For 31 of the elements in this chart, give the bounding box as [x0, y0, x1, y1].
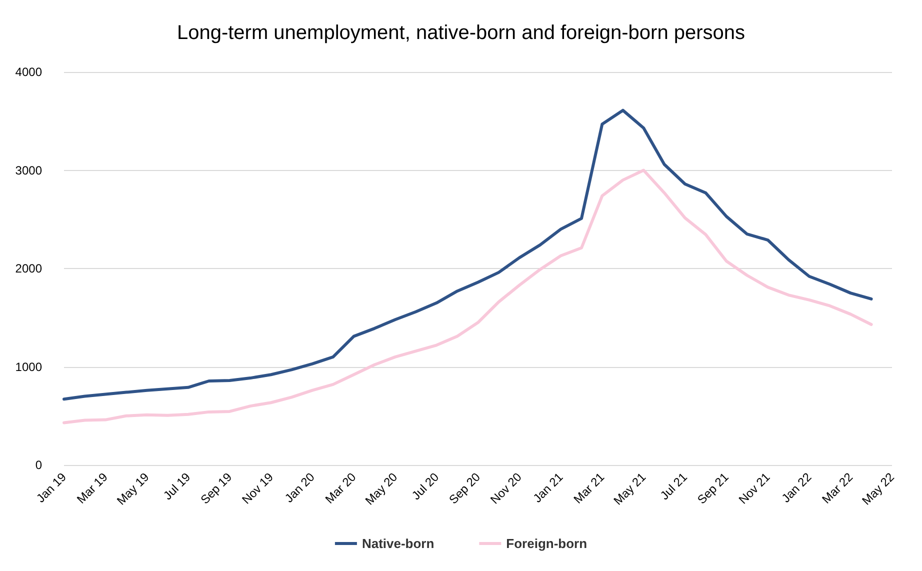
y-tick-label: 4000 — [15, 65, 42, 79]
legend-label: Native-born — [362, 536, 434, 551]
x-tick-label: May 19 — [114, 470, 152, 508]
x-tick-label: Jul 19 — [160, 470, 194, 503]
x-tick-label: May 20 — [362, 470, 400, 508]
x-tick-label: Sep 19 — [198, 470, 235, 507]
line-series — [62, 168, 873, 424]
line-series — [62, 108, 873, 401]
x-tick-label: Mar 20 — [322, 470, 359, 506]
x-tick-label: Mar 22 — [819, 470, 856, 506]
chart-title: Long-term unemployment, native-born and foreign-born persons — [176, 22, 746, 44]
y-tick-label: 0 — [35, 458, 42, 472]
x-tick-label: Jan 22 — [778, 470, 814, 506]
x-tick-label: May 21 — [610, 470, 649, 508]
x-tick-label: Nov 19 — [239, 470, 276, 507]
x-tick-label: Mar 21 — [570, 470, 608, 506]
x-tick-label: Sep 21 — [694, 470, 732, 507]
y-tick-label: 3000 — [15, 163, 42, 178]
x-tick-label: Nov 20 — [488, 470, 525, 507]
x-tick-label: Mar 19 — [74, 470, 111, 506]
y-tick-label: 1000 — [15, 360, 42, 374]
y-tick-label: 2000 — [15, 262, 42, 276]
x-tick-label: Jan 21 — [530, 470, 566, 506]
x-tick-label: Sep 20 — [446, 470, 484, 507]
x-tick-label: Jan 19 — [34, 470, 70, 506]
x-tick-label: Jan 20 — [282, 470, 318, 506]
x-tick-label: May 22 — [859, 470, 898, 508]
x-tick-label: Jul 21 — [657, 470, 690, 503]
legend-label: Foreign-born — [506, 536, 588, 551]
x-tick-label: Nov 21 — [736, 470, 773, 507]
x-tick-label: Jul 20 — [409, 470, 442, 503]
